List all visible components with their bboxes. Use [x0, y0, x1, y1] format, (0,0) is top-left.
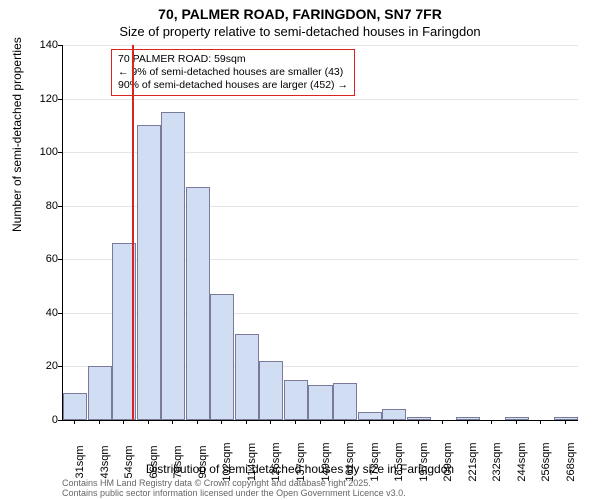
x-tick-mark	[295, 420, 296, 424]
y-tick-mark	[58, 99, 62, 100]
x-tick-mark	[540, 420, 541, 424]
x-tick-label: 137sqm	[295, 442, 307, 481]
x-tick-label: 126sqm	[270, 442, 282, 481]
y-tick-mark	[58, 366, 62, 367]
x-tick-label: 173sqm	[369, 442, 381, 481]
x-tick-label: 209sqm	[442, 442, 454, 481]
x-tick-mark	[491, 420, 492, 424]
x-tick-mark	[369, 420, 370, 424]
x-tick-mark	[148, 420, 149, 424]
x-tick-mark	[197, 420, 198, 424]
histogram-bar	[161, 112, 185, 420]
x-tick-mark	[246, 420, 247, 424]
histogram-bar	[333, 383, 357, 421]
plot-area: 70 PALMER ROAD: 59sqm ← 9% of semi-detac…	[62, 45, 578, 421]
y-tick-label: 140	[28, 39, 58, 51]
x-tick-mark	[516, 420, 517, 424]
x-tick-mark	[172, 420, 173, 424]
histogram-bar	[554, 417, 578, 420]
histogram-bar	[137, 125, 161, 420]
y-tick-label: 20	[28, 360, 58, 372]
x-tick-mark	[123, 420, 124, 424]
annotation-line3: 90% of semi-detached houses are larger (…	[118, 79, 348, 92]
y-tick-label: 120	[28, 93, 58, 105]
y-tick-label: 0	[28, 414, 58, 426]
y-tick-mark	[58, 206, 62, 207]
chart-title: 70, PALMER ROAD, FARINGDON, SN7 7FR	[0, 6, 600, 22]
y-tick-label: 80	[28, 200, 58, 212]
y-tick-mark	[58, 313, 62, 314]
y-tick-label: 100	[28, 146, 58, 158]
gridline	[63, 99, 578, 100]
footer-line2: Contains public sector information licen…	[62, 488, 406, 498]
x-tick-label: 256sqm	[540, 442, 552, 481]
histogram-bar	[358, 412, 382, 420]
gridline	[63, 45, 578, 46]
histogram-bar	[308, 385, 332, 420]
histogram-bar	[63, 393, 87, 420]
y-tick-mark	[58, 45, 62, 46]
histogram-bar	[186, 187, 210, 420]
histogram-bar	[210, 294, 234, 420]
x-tick-mark	[270, 420, 271, 424]
x-tick-mark	[320, 420, 321, 424]
x-tick-label: 31sqm	[74, 445, 86, 478]
x-tick-label: 149sqm	[320, 442, 332, 481]
x-tick-mark	[393, 420, 394, 424]
x-tick-label: 185sqm	[393, 442, 405, 481]
annotation-box: 70 PALMER ROAD: 59sqm ← 9% of semi-detac…	[111, 49, 355, 96]
x-tick-label: 114sqm	[246, 443, 258, 481]
x-tick-label: 221sqm	[467, 442, 479, 481]
x-tick-mark	[467, 420, 468, 424]
x-tick-mark	[418, 420, 419, 424]
x-tick-mark	[99, 420, 100, 424]
y-tick-mark	[58, 259, 62, 260]
y-axis-label: Number of semi-detached properties	[10, 37, 24, 232]
x-tick-label: 66sqm	[148, 445, 160, 478]
x-tick-mark	[221, 420, 222, 424]
annotation-line1: 70 PALMER ROAD: 59sqm	[118, 53, 348, 66]
x-tick-label: 161sqm	[344, 442, 356, 481]
x-tick-label: 43sqm	[99, 445, 111, 478]
histogram-bar	[407, 417, 431, 420]
annotation-line2: ← 9% of semi-detached houses are smaller…	[118, 66, 348, 79]
x-tick-label: 102sqm	[221, 442, 233, 481]
x-tick-label: 90sqm	[197, 445, 209, 478]
histogram-bar	[259, 361, 283, 420]
x-tick-label: 54sqm	[123, 445, 135, 478]
chart-container: 70, PALMER ROAD, FARINGDON, SN7 7FR Size…	[0, 0, 600, 500]
x-tick-label: 232sqm	[491, 442, 503, 481]
chart-subtitle: Size of property relative to semi-detach…	[0, 24, 600, 39]
y-tick-mark	[58, 420, 62, 421]
y-tick-label: 40	[28, 307, 58, 319]
histogram-bar	[382, 409, 406, 420]
x-tick-mark	[74, 420, 75, 424]
x-tick-label: 244sqm	[516, 442, 528, 481]
y-tick-mark	[58, 152, 62, 153]
histogram-bar	[284, 380, 308, 420]
y-tick-label: 60	[28, 253, 58, 265]
marker-line	[132, 45, 134, 420]
x-tick-label: 197sqm	[418, 442, 430, 481]
histogram-bar	[88, 366, 112, 420]
histogram-bar	[235, 334, 259, 420]
histogram-bar	[505, 417, 529, 420]
histogram-bar	[456, 417, 480, 420]
x-tick-mark	[344, 420, 345, 424]
x-tick-mark	[565, 420, 566, 424]
x-tick-mark	[442, 420, 443, 424]
x-tick-label: 78sqm	[172, 445, 184, 478]
x-tick-label: 268sqm	[565, 442, 577, 481]
